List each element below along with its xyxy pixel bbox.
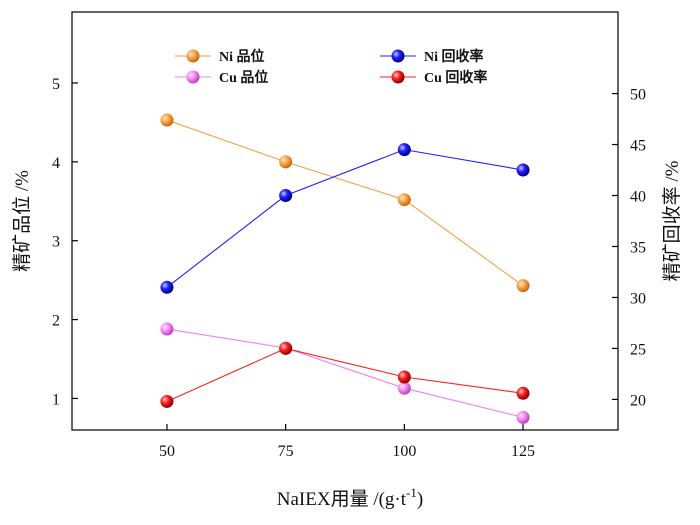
y-left-tick-label: 4 bbox=[52, 155, 60, 172]
series-2-point bbox=[397, 143, 411, 157]
x-tick-label: 75 bbox=[278, 443, 294, 460]
legend-marker bbox=[391, 70, 405, 84]
y-left-tick-label: 2 bbox=[52, 313, 60, 330]
legend: Ni 品位 Cu 品位 Ni 回收率 Cu 回收率 bbox=[175, 48, 487, 86]
y-right-tick-label: 20 bbox=[630, 392, 646, 409]
series-3-point bbox=[516, 386, 530, 400]
x-axis-title-suffix: ) bbox=[417, 489, 423, 510]
y-right-tick-label: 35 bbox=[630, 239, 646, 256]
x-tick-label: 125 bbox=[511, 443, 535, 460]
y-left-tick-label: 5 bbox=[52, 76, 60, 93]
series-line-1 bbox=[166, 328, 524, 418]
series-2-point bbox=[516, 163, 530, 177]
series-3-point bbox=[279, 341, 293, 355]
y-left-tick-label: 3 bbox=[52, 234, 60, 251]
series-0-point bbox=[516, 279, 530, 293]
series-line-3 bbox=[166, 347, 524, 402]
series-3-point bbox=[160, 394, 174, 408]
plot-frame bbox=[71, 11, 619, 431]
series-1-point bbox=[160, 322, 174, 336]
x-axis-title-main: NaIEX用量 /(g·t bbox=[277, 489, 407, 510]
series-2-point bbox=[279, 189, 293, 203]
y-right-tick-label: 30 bbox=[630, 290, 646, 307]
x-axis-title: NaIEX用量 /(g·t-1) bbox=[277, 485, 423, 510]
y-axis-right: 20 25 30 35 40 45 50 bbox=[612, 87, 646, 409]
series-0-point bbox=[279, 155, 293, 169]
legend-label: Ni 品位 bbox=[219, 48, 265, 65]
y-right-tick-label: 50 bbox=[630, 87, 646, 104]
x-tick-label: 50 bbox=[159, 443, 175, 460]
y-axis-left-title: 精矿品位 /% bbox=[11, 170, 33, 272]
series-3-point bbox=[397, 370, 411, 384]
x-tick-label: 100 bbox=[392, 443, 416, 460]
y-right-tick-label: 25 bbox=[630, 341, 646, 358]
y-axis-left: 1 2 3 4 5 bbox=[52, 76, 78, 408]
series-line-2 bbox=[166, 149, 524, 288]
legend-marker bbox=[391, 49, 405, 63]
series-0-point bbox=[397, 193, 411, 207]
series-2-point bbox=[160, 280, 174, 294]
legend-label: Cu 品位 bbox=[219, 69, 268, 86]
series-0-point bbox=[160, 113, 174, 127]
y-left-tick-label: 1 bbox=[52, 391, 60, 408]
legend-marker bbox=[186, 49, 200, 63]
series-line-0 bbox=[166, 119, 524, 287]
legend-marker bbox=[186, 70, 200, 84]
series-layer bbox=[160, 113, 530, 424]
legend-label: Ni 回收率 bbox=[424, 48, 484, 65]
series-1-point bbox=[397, 381, 411, 395]
legend-label: Cu 回收率 bbox=[424, 69, 487, 86]
series-1-point bbox=[516, 410, 530, 424]
y-right-tick-label: 40 bbox=[630, 189, 646, 206]
y-right-tick-label: 45 bbox=[630, 138, 646, 155]
x-axis-title-superscript: -1 bbox=[406, 485, 417, 500]
y-axis-right-title: 精矿回收率 /% bbox=[661, 160, 683, 281]
x-axis: 50 75 100 125 bbox=[159, 424, 535, 460]
